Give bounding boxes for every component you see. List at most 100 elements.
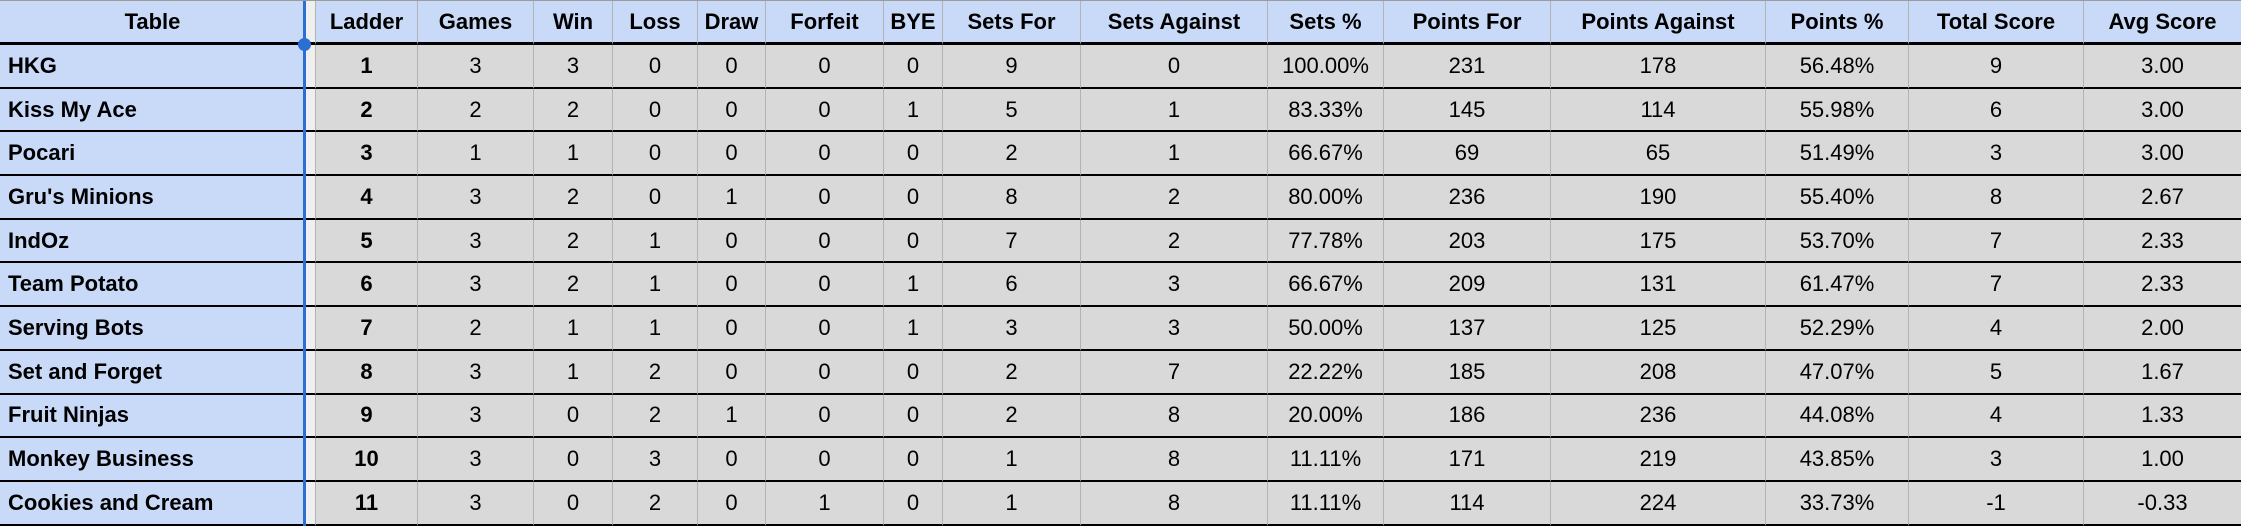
- data-cell-points-for[interactable]: 236: [1383, 176, 1550, 220]
- data-cell-forfeit[interactable]: 0: [765, 45, 883, 89]
- data-cell-bye[interactable]: 1: [883, 307, 942, 351]
- data-cell-forfeit[interactable]: 0: [765, 176, 883, 220]
- team-name-cell-indoz[interactable]: IndOz: [0, 219, 305, 264]
- data-cell-bye[interactable]: 1: [883, 263, 942, 308]
- data-cell-games[interactable]: 3: [417, 45, 533, 89]
- data-cell-ladder[interactable]: 7: [315, 307, 417, 351]
- data-cell-points[interactable]: 55.98%: [1765, 88, 1908, 133]
- data-cell-sets[interactable]: 50.00%: [1267, 307, 1383, 351]
- data-cell-sets-for[interactable]: 8: [942, 176, 1080, 220]
- data-cell-games[interactable]: 3: [417, 394, 533, 439]
- data-cell-sets-for[interactable]: 9: [942, 45, 1080, 89]
- data-cell-points-against[interactable]: 208: [1550, 350, 1765, 395]
- data-cell-ladder[interactable]: 11: [315, 481, 417, 526]
- data-cell-draw[interactable]: 0: [697, 88, 765, 133]
- data-cell-draw[interactable]: 0: [697, 438, 765, 482]
- data-cell-draw[interactable]: 0: [697, 45, 765, 89]
- data-cell-points-for[interactable]: 114: [1383, 481, 1550, 526]
- data-cell-sets-against[interactable]: 3: [1080, 307, 1267, 351]
- team-name-cell-hkg[interactable]: HKG: [0, 45, 305, 89]
- data-cell-sets-against[interactable]: 0: [1080, 45, 1267, 89]
- data-cell-sets-for[interactable]: 2: [942, 350, 1080, 395]
- data-cell-points[interactable]: 47.07%: [1765, 350, 1908, 395]
- data-cell-avg-score[interactable]: 3.00: [2083, 88, 2241, 133]
- data-cell-avg-score[interactable]: 1.67: [2083, 350, 2241, 395]
- data-cell-avg-score[interactable]: 2.33: [2083, 219, 2241, 264]
- data-cell-games[interactable]: 2: [417, 307, 533, 351]
- data-cell-points[interactable]: 61.47%: [1765, 263, 1908, 308]
- data-cell-sets-against[interactable]: 2: [1080, 219, 1267, 264]
- data-cell-loss[interactable]: 1: [612, 263, 697, 308]
- data-cell-points-for[interactable]: 69: [1383, 132, 1550, 177]
- team-name-cell-fruit-ninjas[interactable]: Fruit Ninjas: [0, 394, 305, 439]
- data-cell-avg-score[interactable]: -0.33: [2083, 481, 2241, 526]
- data-cell-sets[interactable]: 77.78%: [1267, 219, 1383, 264]
- column-header-draw[interactable]: Draw: [697, 1, 765, 45]
- data-cell-total-score[interactable]: 8: [1908, 176, 2083, 220]
- data-cell-avg-score[interactable]: 1.00: [2083, 438, 2241, 482]
- data-cell-sets-against[interactable]: 8: [1080, 481, 1267, 526]
- data-cell-total-score[interactable]: 3: [1908, 438, 2083, 482]
- data-cell-sets-against[interactable]: 8: [1080, 438, 1267, 482]
- team-name-cell-kiss-my-ace[interactable]: Kiss My Ace: [0, 88, 305, 133]
- data-cell-total-score[interactable]: 7: [1908, 263, 2083, 308]
- data-cell-ladder[interactable]: 2: [315, 88, 417, 133]
- data-cell-sets-for[interactable]: 5: [942, 88, 1080, 133]
- data-cell-points-against[interactable]: 178: [1550, 45, 1765, 89]
- data-cell-sets[interactable]: 66.67%: [1267, 132, 1383, 177]
- frozen-pane-handle-icon[interactable]: [298, 38, 311, 51]
- data-cell-sets-against[interactable]: 8: [1080, 394, 1267, 439]
- data-cell-win[interactable]: 2: [533, 219, 612, 264]
- team-name-cell-team-potato[interactable]: Team Potato: [0, 263, 305, 308]
- data-cell-forfeit[interactable]: 0: [765, 88, 883, 133]
- data-cell-total-score[interactable]: 4: [1908, 394, 2083, 439]
- data-cell-avg-score[interactable]: 3.00: [2083, 45, 2241, 89]
- data-cell-points-against[interactable]: 175: [1550, 219, 1765, 264]
- data-cell-games[interactable]: 3: [417, 438, 533, 482]
- data-cell-ladder[interactable]: 6: [315, 263, 417, 308]
- data-cell-draw[interactable]: 1: [697, 394, 765, 439]
- data-cell-loss[interactable]: 2: [612, 350, 697, 395]
- data-cell-points-against[interactable]: 125: [1550, 307, 1765, 351]
- data-cell-points-for[interactable]: 203: [1383, 219, 1550, 264]
- data-cell-bye[interactable]: 0: [883, 45, 942, 89]
- data-cell-points-for[interactable]: 137: [1383, 307, 1550, 351]
- team-name-cell-serving-bots[interactable]: Serving Bots: [0, 307, 305, 351]
- data-cell-draw[interactable]: 0: [697, 263, 765, 308]
- data-cell-total-score[interactable]: -1: [1908, 481, 2083, 526]
- data-cell-ladder[interactable]: 10: [315, 438, 417, 482]
- data-cell-sets-for[interactable]: 6: [942, 263, 1080, 308]
- team-name-cell-cookies-and-cream[interactable]: Cookies and Cream: [0, 481, 305, 526]
- data-cell-points-against[interactable]: 236: [1550, 394, 1765, 439]
- data-cell-win[interactable]: 2: [533, 176, 612, 220]
- data-cell-points-for[interactable]: 209: [1383, 263, 1550, 308]
- data-cell-win[interactable]: 0: [533, 481, 612, 526]
- data-cell-bye[interactable]: 1: [883, 88, 942, 133]
- data-cell-forfeit[interactable]: 0: [765, 219, 883, 264]
- data-cell-total-score[interactable]: 4: [1908, 307, 2083, 351]
- column-header-bye[interactable]: BYE: [883, 1, 942, 45]
- data-cell-sets-against[interactable]: 7: [1080, 350, 1267, 395]
- data-cell-forfeit[interactable]: 0: [765, 350, 883, 395]
- data-cell-points-for[interactable]: 186: [1383, 394, 1550, 439]
- data-cell-points[interactable]: 55.40%: [1765, 176, 1908, 220]
- data-cell-draw[interactable]: 1: [697, 176, 765, 220]
- data-cell-bye[interactable]: 0: [883, 394, 942, 439]
- data-cell-sets-for[interactable]: 3: [942, 307, 1080, 351]
- data-cell-sets[interactable]: 80.00%: [1267, 176, 1383, 220]
- data-cell-sets-against[interactable]: 1: [1080, 88, 1267, 133]
- data-cell-points[interactable]: 56.48%: [1765, 45, 1908, 89]
- data-cell-loss[interactable]: 1: [612, 219, 697, 264]
- data-cell-sets[interactable]: 66.67%: [1267, 263, 1383, 308]
- data-cell-draw[interactable]: 0: [697, 307, 765, 351]
- data-cell-avg-score[interactable]: 2.00: [2083, 307, 2241, 351]
- data-cell-points-for[interactable]: 171: [1383, 438, 1550, 482]
- data-cell-games[interactable]: 3: [417, 481, 533, 526]
- data-cell-games[interactable]: 3: [417, 350, 533, 395]
- data-cell-draw[interactable]: 0: [697, 350, 765, 395]
- data-cell-sets-against[interactable]: 1: [1080, 132, 1267, 177]
- data-cell-avg-score[interactable]: 2.33: [2083, 263, 2241, 308]
- data-cell-forfeit[interactable]: 0: [765, 307, 883, 351]
- column-header-games[interactable]: Games: [417, 1, 533, 45]
- data-cell-loss[interactable]: 0: [612, 176, 697, 220]
